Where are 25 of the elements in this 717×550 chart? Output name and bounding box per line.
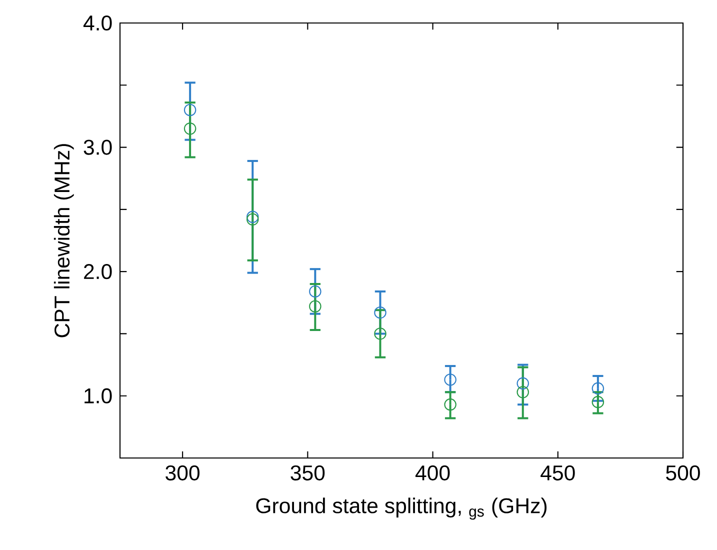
point [309,285,322,298]
point [444,374,456,386]
point [592,382,604,395]
point [516,377,529,390]
y-tick-label: 1.0 [84,388,112,404]
y-tick-label: 4.0 [83,15,112,31]
point [246,210,259,224]
x-tick-label: 500 [666,465,700,480]
x-tick-label: 300 [166,465,200,480]
x-tick-label: 400 [415,465,450,480]
point [374,306,386,319]
point [592,396,604,408]
y-tick-label: 2.0 [84,264,112,280]
x-axis-title: Ground state splitting, $_{gs}$ (GHz) [256,498,547,520]
point [516,386,529,398]
y-axis-title: CPT linewidth (MHz) [54,144,74,338]
point [374,328,386,340]
point [184,122,196,135]
x-tick-label: 450 [540,465,575,480]
y-tick-label: 3.0 [84,140,112,155]
point [444,398,456,411]
point [246,213,259,226]
x-tick-label: 350 [290,465,325,480]
point [184,104,196,116]
point [309,300,322,313]
